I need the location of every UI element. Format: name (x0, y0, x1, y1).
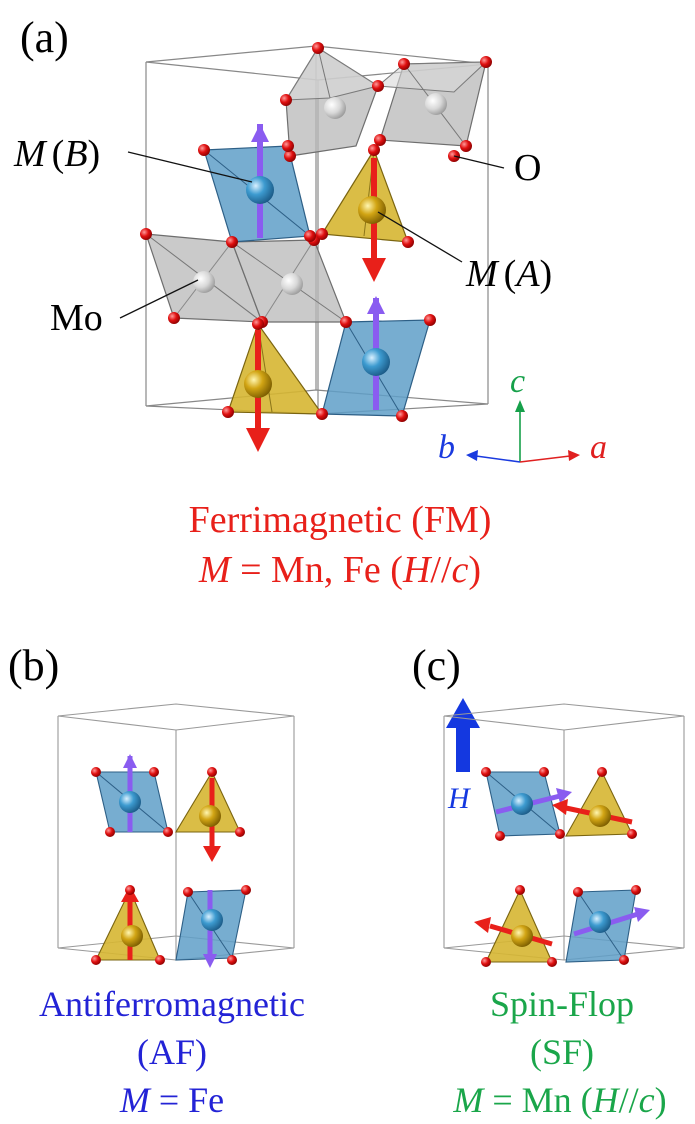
mo-atom (281, 273, 303, 295)
b-site-polyhedron-lower (175, 889, 247, 968)
oxygen-atoms-b (91, 767, 251, 965)
b-site-atom (201, 909, 223, 931)
a-site-polyhedron-lower (95, 886, 161, 961)
mo-label: Mo (50, 297, 103, 339)
field-arrow: H (446, 698, 480, 815)
af-caption-composition: M = Fe (119, 1080, 224, 1120)
panel-b: (b) (8, 641, 305, 1120)
a-site-atom (244, 370, 272, 398)
a-site-polyhedron-lower (474, 888, 553, 963)
mo-octahedron-middle-right (231, 239, 347, 323)
oxygen-label: O (514, 147, 541, 189)
a-site-atom (199, 805, 221, 827)
panel-c-label: (c) (412, 641, 461, 690)
b-site-polyhedron-upper (485, 771, 572, 837)
a-site-atom (589, 805, 611, 827)
sf-caption-title: Spin-Flop (490, 984, 634, 1024)
axis-b-label: b (438, 429, 455, 466)
panel-c: (c) H (412, 641, 685, 1120)
a-site-atom (511, 925, 533, 947)
b-site-atom (589, 911, 611, 933)
m-b-label: M (B) (13, 133, 100, 175)
panel-a-label: (a) (20, 13, 69, 62)
axes-indicator: c a b (438, 363, 607, 466)
sf-caption-composition: M = Mn (H//c) (452, 1080, 666, 1120)
b-site-polyhedron-upper (95, 754, 169, 833)
a-site-polyhedron-upper (175, 770, 241, 862)
a-site-polyhedron-upper (552, 770, 633, 837)
mo-atom (425, 93, 447, 115)
field-label: H (447, 782, 472, 815)
oxygen-atoms-c (481, 767, 641, 967)
panel-a: (a) (13, 13, 607, 591)
b-site-polyhedron-upper (203, 124, 311, 243)
a-site-polyhedron-lower (227, 322, 324, 452)
af-caption-abbrev: (AF) (137, 1032, 207, 1072)
axis-a-label: a (590, 429, 607, 466)
mo-atom (193, 271, 215, 293)
b-site-atom (362, 348, 390, 376)
fm-caption-composition: M = Mn, Fe (H//c) (198, 549, 481, 591)
fm-caption-title: Ferrimagnetic (FM) (189, 499, 492, 541)
b-site-polyhedron-lower (565, 889, 650, 963)
panel-b-label: (b) (8, 641, 59, 690)
a-site-atom (358, 196, 386, 224)
a-site-polyhedron-upper (320, 148, 409, 282)
b-site-atom (246, 176, 274, 204)
a-site-atom (121, 925, 143, 947)
b-site-polyhedron-lower (321, 296, 431, 417)
af-caption-title: Antiferromagnetic (39, 984, 305, 1024)
m-a-label: M (A) (465, 253, 552, 295)
oxygen-atoms-a (140, 42, 492, 422)
leader-lines-a (119, 151, 505, 319)
mo-octahedron-top-right (376, 61, 488, 147)
b-site-atom (511, 793, 533, 815)
b-site-atom (119, 791, 141, 813)
mo-octahedron-top-left (285, 47, 380, 157)
sf-caption-abbrev: (SF) (530, 1032, 594, 1072)
axis-c-label: c (510, 363, 525, 400)
mo-atom (324, 97, 346, 119)
